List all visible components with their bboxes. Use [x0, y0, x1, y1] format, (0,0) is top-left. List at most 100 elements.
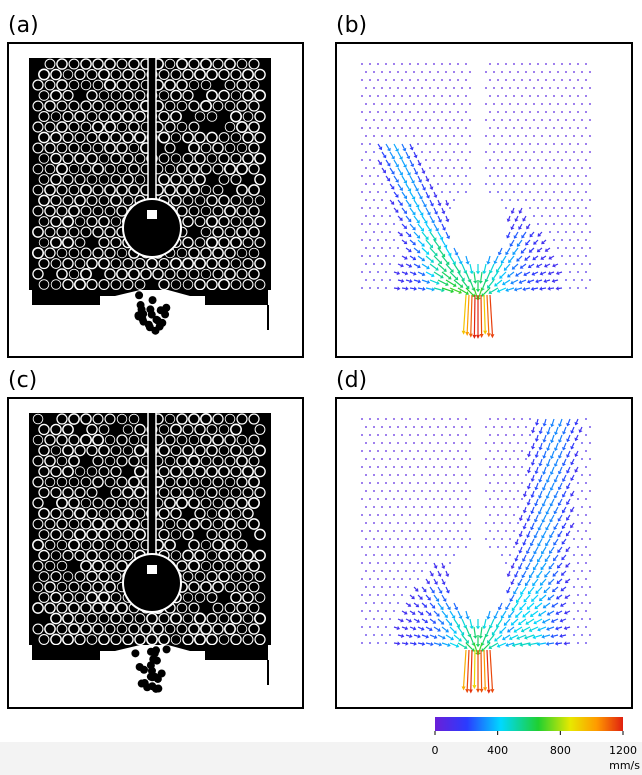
vector-dot: [509, 199, 511, 201]
vector-dot: [589, 71, 591, 73]
vector-dot: [441, 546, 443, 548]
particle: [226, 102, 235, 111]
vector-dot: [413, 426, 415, 428]
vector-dot: [445, 554, 447, 556]
particle: [184, 133, 193, 142]
vector-dot: [361, 530, 363, 532]
vector-dot: [393, 223, 395, 225]
vector-dot: [361, 562, 363, 564]
particle: [160, 280, 169, 289]
vector-dot: [437, 506, 439, 508]
vector-dot: [581, 442, 583, 444]
vector-dot: [489, 498, 491, 500]
vector-dot: [389, 215, 391, 217]
vector-dot: [581, 71, 583, 73]
vector-dot: [405, 506, 407, 508]
particle: [178, 123, 187, 132]
vector-dot: [585, 546, 587, 548]
particle: [202, 144, 211, 153]
vector: [534, 288, 538, 289]
particle: [238, 207, 247, 216]
vector-dot: [429, 71, 431, 73]
vector-dot: [513, 95, 515, 97]
particle: [64, 238, 73, 247]
particle: [76, 133, 85, 142]
particle: [70, 583, 79, 592]
particle: [106, 415, 115, 424]
vector-dot: [381, 247, 383, 249]
particle: [46, 583, 55, 592]
vector-dot: [465, 175, 467, 177]
vector-dot: [549, 199, 551, 201]
vector-dot: [457, 418, 459, 420]
vector-dot: [585, 642, 587, 644]
vector-dot: [577, 239, 579, 241]
particle: [238, 415, 247, 424]
vector-dot: [393, 530, 395, 532]
vector-dot: [389, 602, 391, 604]
vector-dot: [417, 530, 419, 532]
particle: [76, 635, 85, 644]
vector-dot: [405, 522, 407, 524]
particle: [40, 70, 49, 79]
particle: [208, 112, 217, 121]
vector-dot: [581, 458, 583, 460]
vector-dot: [513, 466, 515, 468]
particle: [238, 478, 247, 487]
vector-dot: [401, 111, 403, 113]
particle: [34, 541, 43, 550]
particle: [112, 280, 121, 289]
vector-dot: [485, 426, 487, 428]
vector-dot: [437, 103, 439, 105]
vector-dot: [361, 255, 363, 257]
particle: [178, 165, 187, 174]
particle: [70, 60, 79, 69]
vector-dot: [505, 79, 507, 81]
vector-dot: [565, 119, 567, 121]
vector-dot: [517, 87, 519, 89]
vector-dot: [373, 231, 375, 233]
vector-dot: [501, 474, 503, 476]
particle: [88, 154, 97, 163]
vector-dot: [589, 119, 591, 121]
vector-dot: [521, 434, 523, 436]
particle: [232, 446, 241, 455]
particle: [256, 259, 265, 268]
vector-dot: [453, 119, 455, 121]
vector-dot: [505, 466, 507, 468]
vector-dot: [385, 223, 387, 225]
vector-dot: [369, 434, 371, 436]
vector-dot: [429, 458, 431, 460]
particle: [94, 415, 103, 424]
particle: [166, 478, 175, 487]
particle: [178, 520, 187, 529]
vector-dot: [577, 207, 579, 209]
vector-dot: [361, 79, 363, 81]
vector-dot: [493, 538, 495, 540]
vector-dot: [533, 215, 535, 217]
vector-dot: [521, 143, 523, 145]
vector-dot: [369, 530, 371, 532]
panel-label: (c): [8, 368, 37, 393]
vector-dot: [489, 79, 491, 81]
vector-dot: [429, 103, 431, 105]
vector-dot: [425, 450, 427, 452]
particle: [238, 249, 247, 258]
vector-dot: [517, 442, 519, 444]
vector-dot: [565, 199, 567, 201]
vector-dot: [549, 231, 551, 233]
vector-dot: [469, 71, 471, 73]
particle: [184, 635, 193, 644]
vector-dot: [529, 207, 531, 209]
particle: [52, 154, 61, 163]
particle: [130, 520, 139, 529]
vector-dot: [361, 418, 363, 420]
vector-dot: [465, 530, 467, 532]
particle: [82, 81, 91, 90]
obstacle-mark: [147, 210, 157, 219]
particle: [190, 102, 199, 111]
particle: [202, 228, 211, 237]
vector-dot: [465, 546, 467, 548]
vector-dot: [497, 434, 499, 436]
particle: [70, 520, 79, 529]
